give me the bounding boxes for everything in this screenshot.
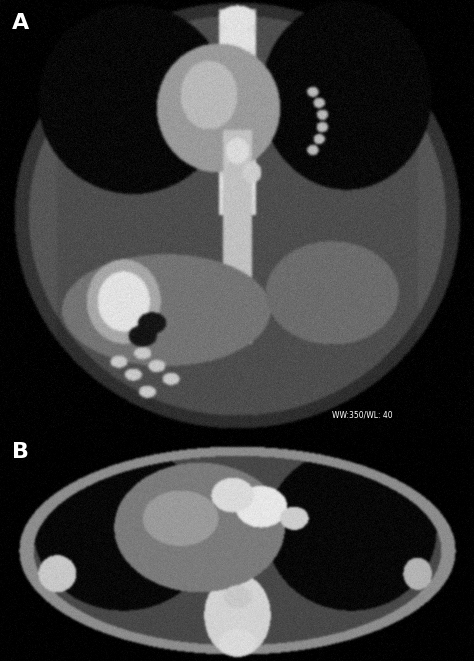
Text: B: B bbox=[12, 442, 29, 461]
Text: A: A bbox=[12, 13, 29, 33]
Text: WW:350/WL: 40: WW:350/WL: 40 bbox=[332, 410, 392, 419]
